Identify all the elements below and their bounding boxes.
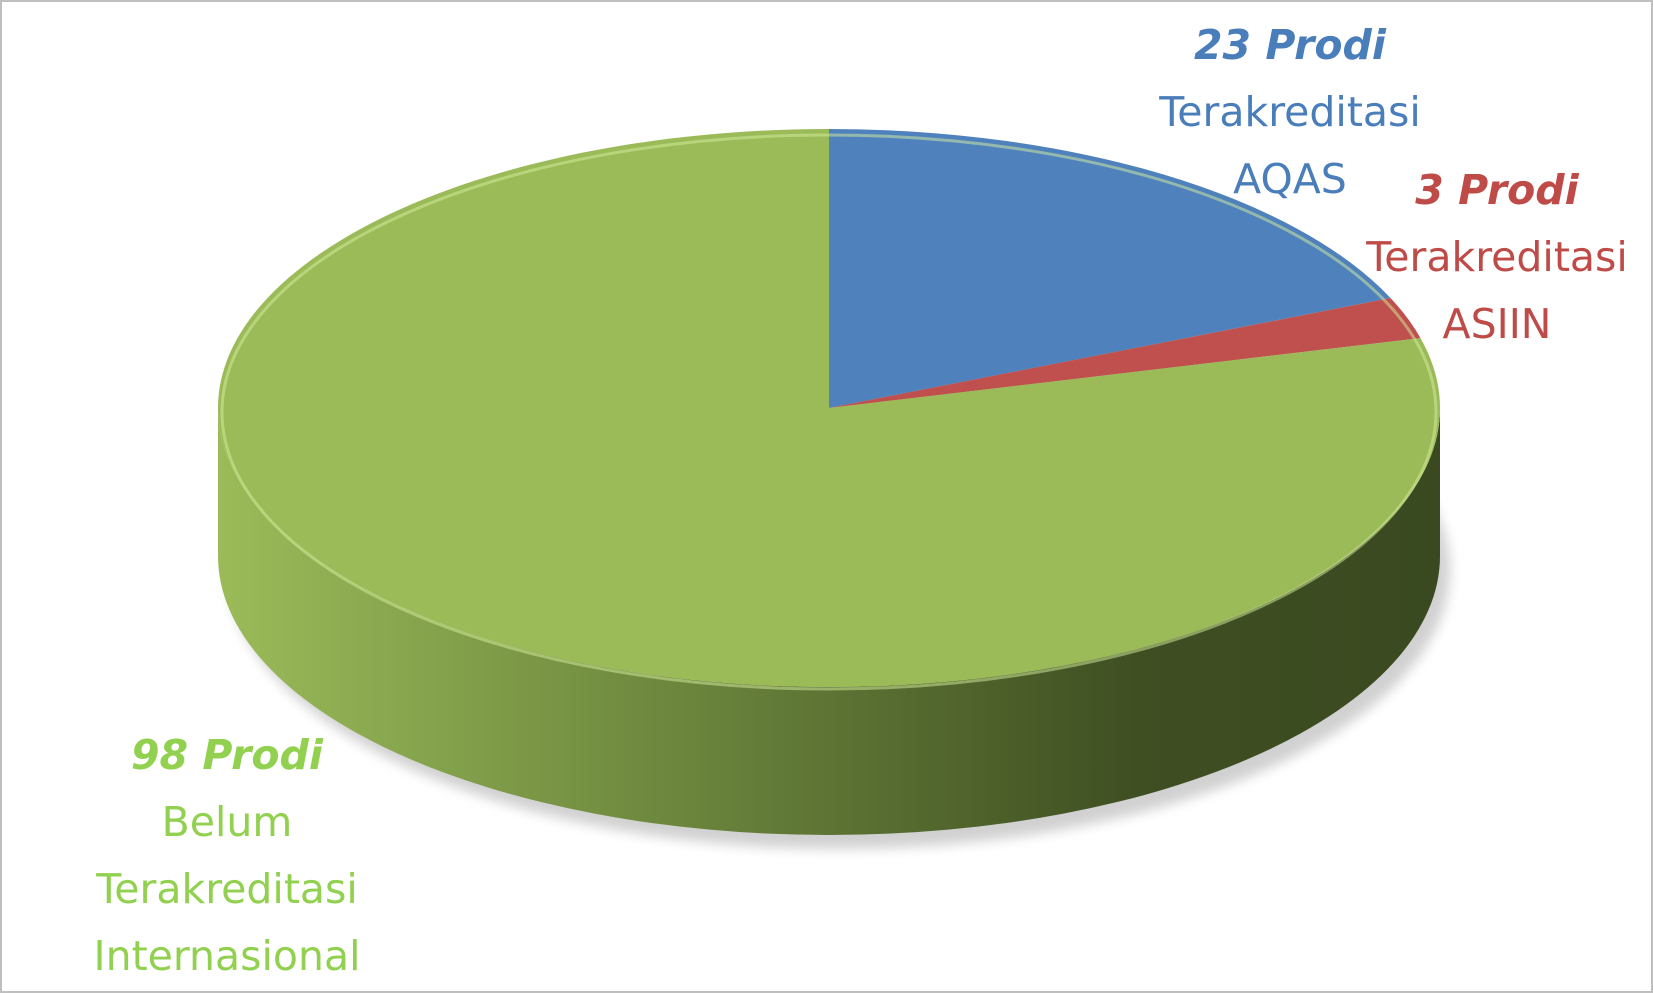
slice [829,129,1391,408]
value-label: 98 Prodi [131,731,323,779]
slice-label: 3 Prodi Terakreditasi ASIIN [1347,157,1647,358]
category-label: Belum Terakreditasi Internasional [93,798,361,980]
slice-label: 98 Prodi Belum Terakreditasi Internasion… [62,722,392,990]
slice [217,129,1441,687]
value-label: 23 Prodi [1194,21,1386,69]
slice-side [218,408,1440,835]
category-label: Terakreditasi AQAS [1159,88,1421,203]
slice [829,297,1421,408]
category-label: Terakreditasi ASIIN [1366,233,1628,348]
rim-highlight [220,133,1438,691]
value-label: 3 Prodi [1415,166,1579,214]
slice-label: 23 Prodi Terakreditasi AQAS [1140,12,1440,213]
